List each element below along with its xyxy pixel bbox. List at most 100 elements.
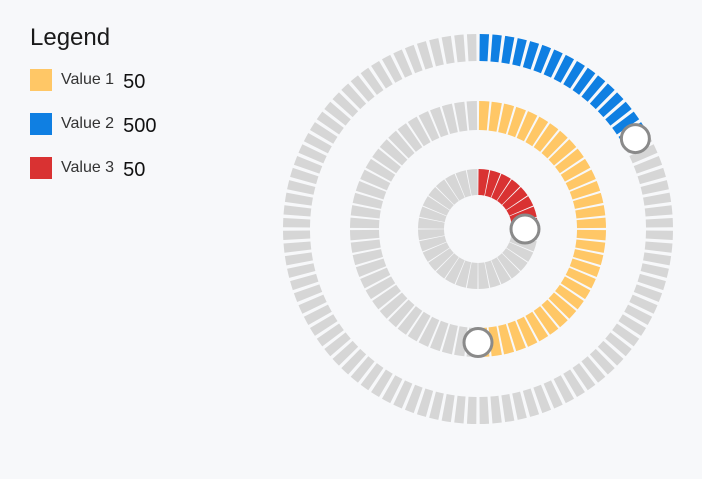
ring-inner-handle[interactable] — [509, 213, 541, 245]
ring-middle-filled-segment — [478, 101, 490, 131]
ring-outer-track-segment — [371, 369, 393, 398]
ring-outer-track-segment — [429, 391, 444, 420]
ring-middle-filled-segment — [569, 258, 601, 277]
ring-middle-track-segment — [441, 323, 458, 355]
ring-outer-track-segment — [640, 180, 669, 195]
ring-outer-filled-segment — [612, 111, 640, 135]
ring-middle-filled-segment — [516, 316, 538, 347]
ring-middle-track-segment — [360, 267, 391, 289]
ring-middle-track-segment — [397, 123, 423, 152]
ring-outer-track-segment — [581, 356, 606, 383]
ring-outer-handle[interactable] — [619, 123, 651, 155]
ring-outer-track-segment — [501, 394, 515, 423]
ring-middle-track-segment — [350, 239, 381, 253]
ring-outer-track-segment — [404, 384, 423, 414]
ring-middle-track-segment — [355, 258, 387, 277]
ring-inner-track-segment — [455, 260, 472, 288]
ring-middle-track-segment — [418, 316, 440, 347]
ring-outer-track-segment — [303, 132, 332, 154]
ring-outer-filled-segment — [572, 67, 596, 95]
ring-middle-track-segment — [352, 249, 384, 266]
ring-outer-track-segment — [624, 304, 653, 326]
ring-outer-track-segment — [512, 391, 527, 420]
ring-outer-track-segment — [644, 205, 673, 217]
ring-outer-filled-segment — [589, 83, 615, 110]
ring-middle-track-segment — [407, 311, 431, 342]
ring-middle-track-segment — [350, 229, 380, 241]
ring-inner — [418, 169, 541, 289]
ring-middle-track-segment — [397, 306, 423, 335]
ring-outer-track-segment — [645, 230, 673, 241]
ring-outer-track-segment — [637, 167, 666, 185]
ring-middle-track-segment — [372, 284, 401, 310]
ring-inner-track-segment — [428, 248, 454, 272]
ring-inner-track-segment — [422, 196, 450, 216]
ring-inner-track-segment — [419, 206, 447, 223]
ring-middle-track-segment — [365, 276, 396, 300]
ring-inner-filled-segment — [506, 196, 534, 216]
legend-label-value-3: Value 3 — [61, 159, 115, 176]
ring-outer-track-segment — [332, 340, 359, 366]
ring-outer-filled-segment — [581, 75, 606, 102]
ring-outer-filled-segment — [490, 34, 502, 63]
ring-outer-track-segment — [332, 92, 359, 118]
legend: Legend Value 1 50 Value 2 500 Value 3 50 — [30, 24, 156, 200]
ring-inner-track-segment — [478, 262, 490, 289]
ring-outer-track-segment — [416, 388, 434, 417]
ring-middle-filled-segment — [555, 148, 584, 174]
ring-outer-track-segment — [284, 252, 313, 266]
ring-inner-filled-segment — [484, 170, 501, 198]
ring-inner-track-segment — [506, 242, 534, 262]
ring-outer-track-segment — [283, 217, 311, 228]
ring-middle-track-segment — [352, 192, 384, 209]
ring-middle-track-segment — [350, 217, 380, 229]
ring-outer-filled-segment — [543, 49, 563, 78]
ring-inner-track-segment — [445, 173, 465, 201]
ring-inner-track-segment — [466, 169, 478, 196]
ring-middle-filled-segment — [541, 299, 568, 328]
ring-middle-handle[interactable] — [462, 327, 494, 358]
ring-outer-track-segment — [293, 155, 323, 174]
ring-inner-track-segment — [491, 257, 511, 285]
ring-outer-track-segment — [522, 388, 540, 417]
ring-middle-filled-segment — [498, 103, 515, 135]
ring-middle-filled-segment — [525, 311, 549, 342]
ring-middle-track-segment — [430, 320, 449, 352]
ring-middle-track-segment — [430, 106, 449, 138]
ring-outer-track-segment — [309, 314, 338, 336]
ring-middle-filled-segment — [572, 249, 604, 266]
ring-middle-track-segment — [388, 130, 415, 159]
ring-outer-track-segment — [466, 34, 477, 62]
ring-inner-track-segment — [435, 253, 459, 279]
ring-outer-track-segment — [633, 155, 663, 174]
ring-middle-filled-segment — [533, 123, 559, 152]
ring-outer-track-segment — [416, 41, 434, 70]
ring-middle-filled-segment — [548, 292, 577, 319]
ring-outer-filled-segment — [597, 92, 624, 118]
ring-outer-track-segment — [643, 192, 672, 206]
ring-outer-track-segment — [284, 192, 313, 206]
legend-value-value-1: 50 — [123, 70, 146, 93]
ring-inner-track-segment — [502, 248, 528, 272]
ring-outer-track-segment — [287, 180, 316, 195]
ring-outer-track-segment — [290, 167, 319, 185]
ring-outer-track-segment — [393, 49, 413, 78]
ring-middle — [350, 101, 606, 358]
ring-middle-filled-segment — [576, 217, 606, 229]
ring-middle-track-segment — [350, 205, 381, 219]
ring-outer-filled-segment — [553, 54, 575, 83]
ring-middle-filled-segment — [516, 111, 538, 142]
legend-title: Legend — [30, 24, 111, 51]
ring-middle-track-segment — [454, 101, 468, 132]
legend-swatch-value-1 — [30, 69, 52, 91]
ring-inner-filled-segment — [502, 186, 528, 210]
ring-outer-track-segment — [360, 67, 384, 95]
ring-middle-filled-segment — [575, 239, 606, 253]
ring-inner-track-segment — [435, 179, 459, 205]
ring-outer-track-segment — [589, 348, 615, 375]
ring-outer-track-segment — [572, 363, 596, 391]
ring-outer-track-segment — [309, 122, 338, 144]
ring-middle-filled-segment — [555, 284, 584, 310]
ring-middle-track-segment — [379, 139, 408, 166]
